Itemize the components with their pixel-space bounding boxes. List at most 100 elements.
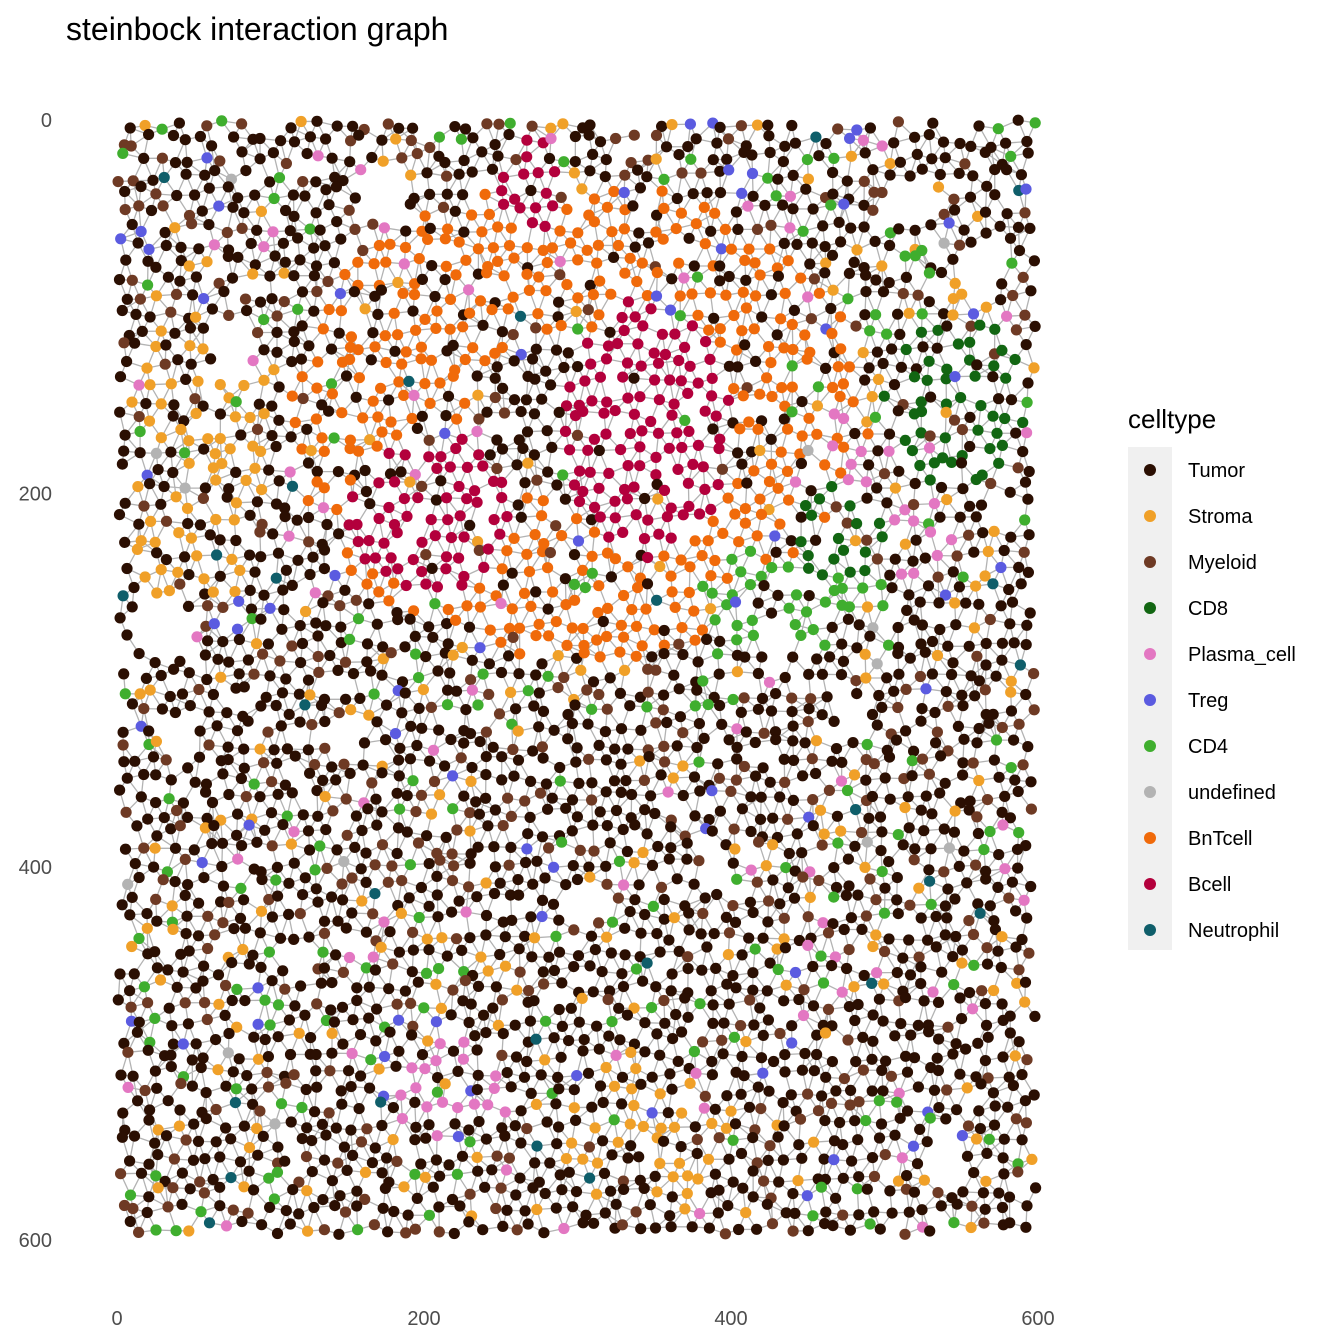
cell-point <box>267 147 279 159</box>
cell-point <box>304 131 316 143</box>
cell-point <box>744 579 757 591</box>
cell-point <box>702 699 714 711</box>
cell-point <box>892 647 904 660</box>
cell-point <box>813 287 826 299</box>
cell-point <box>825 1097 838 1109</box>
cell-point <box>772 963 784 976</box>
cell-point <box>217 768 229 780</box>
cell-point <box>489 139 501 151</box>
cell-point <box>1025 285 1037 297</box>
cell-point <box>763 1085 775 1097</box>
cell-point <box>972 424 984 436</box>
cell-point <box>837 544 850 556</box>
cell-point <box>202 910 214 922</box>
cell-point <box>404 613 416 625</box>
cell-point <box>558 361 570 374</box>
cell-point <box>603 531 615 543</box>
cell-point <box>254 153 266 165</box>
cell-point <box>566 825 578 837</box>
cell-point <box>162 964 174 976</box>
cell-point <box>278 604 290 616</box>
cell-point <box>432 665 444 677</box>
cell-point <box>448 1227 460 1240</box>
cell-point <box>714 336 726 348</box>
cell-point <box>178 415 190 427</box>
cell-point <box>169 876 181 888</box>
cell-point <box>1022 377 1034 389</box>
cell-point <box>908 567 920 579</box>
cell-point <box>549 166 561 178</box>
cell-point <box>764 776 776 788</box>
cell-point <box>690 133 702 145</box>
cell-point <box>478 1009 490 1021</box>
cell-point <box>277 584 289 596</box>
cell-point <box>509 703 522 715</box>
cell-point <box>538 978 550 990</box>
cell-point <box>752 667 765 680</box>
cell-point <box>289 750 301 762</box>
cell-point <box>836 582 848 594</box>
cell-point <box>288 326 300 338</box>
cell-point <box>144 684 156 696</box>
cell-point <box>261 1066 273 1079</box>
cell-point <box>800 183 812 195</box>
cell-point <box>168 663 180 675</box>
cell-point <box>454 1200 466 1212</box>
cell-point <box>406 412 418 425</box>
cell-point <box>548 964 561 977</box>
cell-point <box>587 819 599 831</box>
cell-point <box>747 190 759 202</box>
cell-point <box>980 227 992 239</box>
cell-point <box>184 1183 196 1195</box>
cell-point <box>779 1049 791 1061</box>
cell-point <box>684 118 697 130</box>
cell-point <box>593 688 605 701</box>
cell-point <box>266 400 278 412</box>
cell-point <box>1003 1191 1016 1203</box>
cell-point <box>707 154 719 166</box>
cell-point <box>386 860 398 872</box>
cell-point <box>754 444 766 457</box>
cell-point <box>427 1181 439 1193</box>
cell-point <box>878 390 890 402</box>
cell-point <box>588 433 601 445</box>
cell-point <box>637 1120 650 1133</box>
cell-point <box>339 268 351 281</box>
cell-point <box>542 603 554 615</box>
cell-point <box>856 827 868 839</box>
cell-point <box>133 871 145 884</box>
cell-point <box>456 433 468 445</box>
cell-point <box>591 1157 604 1169</box>
cell-point <box>401 790 413 802</box>
cell-point <box>667 1171 679 1183</box>
cell-point <box>974 319 986 331</box>
cell-point <box>285 838 297 850</box>
cell-point <box>410 1121 422 1133</box>
cell-point <box>638 774 651 787</box>
cell-point <box>529 529 541 541</box>
cell-point <box>608 1114 620 1126</box>
cell-point <box>641 578 654 590</box>
cell-point <box>633 227 645 239</box>
cell-point <box>119 843 132 855</box>
cell-point <box>665 985 677 997</box>
cell-point <box>474 601 486 613</box>
cell-point <box>255 445 267 457</box>
cell-point <box>692 377 704 389</box>
cell-point <box>938 823 950 835</box>
cell-point <box>572 227 584 239</box>
cell-point <box>616 311 628 324</box>
cell-point <box>288 136 301 148</box>
cell-point <box>981 942 993 954</box>
cell-point <box>392 614 404 626</box>
cell-point <box>954 992 966 1004</box>
cell-point <box>210 1034 222 1046</box>
cell-point <box>165 1061 177 1073</box>
cell-point <box>208 239 220 251</box>
cell-point <box>979 1203 991 1215</box>
cell-point <box>681 1187 693 1200</box>
cell-point <box>600 754 613 766</box>
cell-point <box>926 153 938 165</box>
cell-point <box>735 1020 747 1032</box>
cell-point <box>341 547 353 559</box>
